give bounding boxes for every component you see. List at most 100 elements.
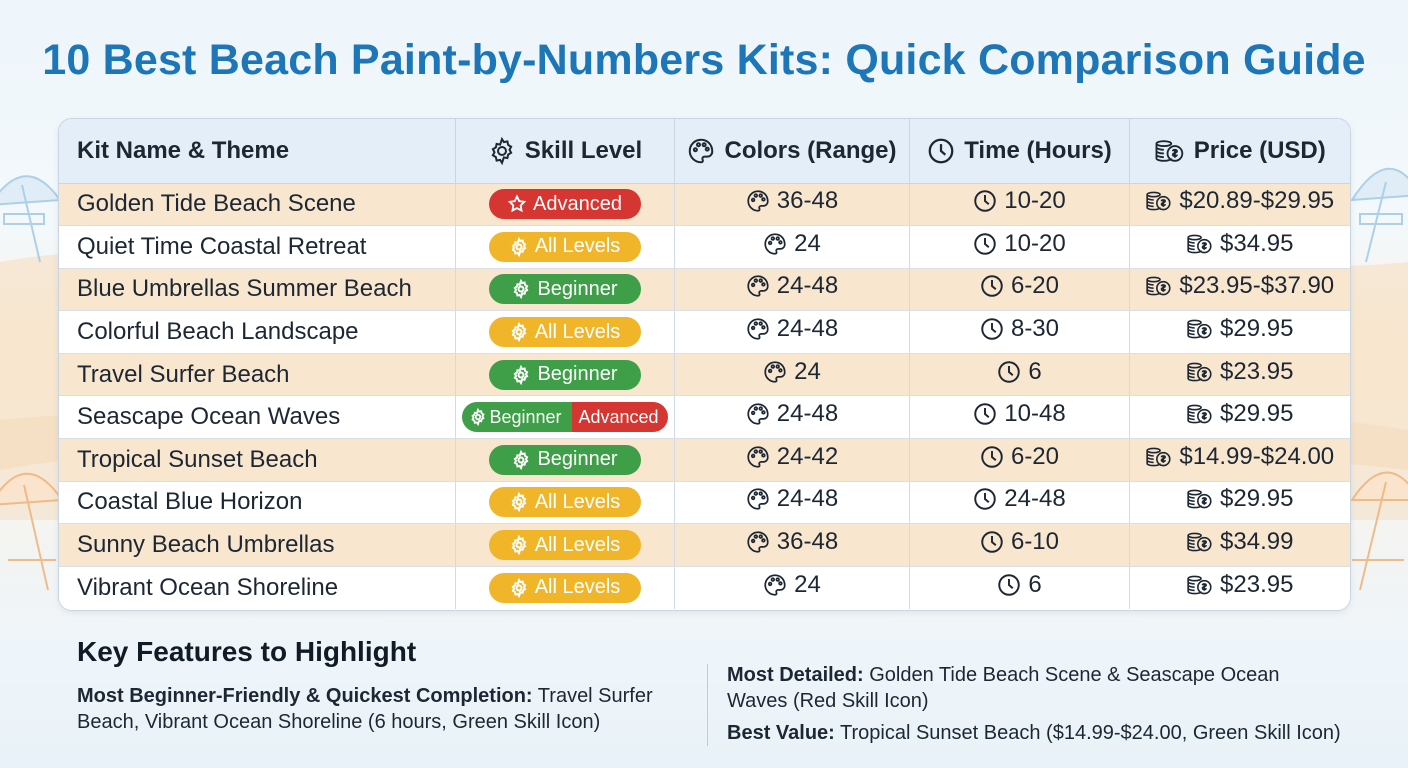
gear-icon (509, 236, 529, 257)
palette-icon (745, 486, 771, 512)
coins-icon (1145, 188, 1173, 214)
skill-badge: All Levels (488, 231, 641, 262)
gear-icon (509, 492, 529, 513)
coins-icon (1186, 316, 1214, 342)
gear-icon (511, 364, 531, 385)
time-cell: 6-20 (909, 438, 1130, 482)
time-cell: 6 (909, 566, 1130, 609)
skill-badge: Beginner (488, 274, 641, 305)
table-row: Vibrant Ocean Shoreline All Levels 24 6 $23.… (59, 566, 1350, 609)
gear-icon (469, 408, 487, 427)
page-title: 10 Best Beach Paint-by-Numbers Kits: Qui… (42, 36, 1366, 84)
palette-icon (745, 316, 771, 342)
kit-name-cell: Golden Tide Beach Scene (59, 183, 456, 227)
clock-icon (979, 444, 1005, 470)
column-header-skill-level: Skill Level (455, 119, 675, 184)
price-cell: $23.95-$37.90 (1129, 268, 1350, 312)
price-cell: $34.99 (1129, 523, 1350, 567)
time-cell: 6-20 (909, 268, 1130, 312)
colors-cell: 24 (674, 353, 910, 397)
kit-name-cell: Quiet Time Coastal Retreat (59, 225, 456, 269)
palette-icon (762, 231, 788, 257)
colors-cell: 24-48 (674, 310, 910, 354)
gear-icon (509, 322, 529, 343)
umbrella-left-bottom (0, 472, 64, 591)
time-cell: 6-10 (909, 523, 1130, 567)
gear-icon (509, 535, 529, 556)
gear-icon (509, 577, 529, 598)
skill-level-cell: All Levels (455, 566, 675, 609)
features-divider (707, 664, 708, 746)
features-title: Key Features to Highlight (77, 636, 417, 667)
skill-badge: Beginner (488, 444, 641, 475)
price-cell: $29.95 (1129, 310, 1350, 354)
price-cell: $20.89-$29.95 (1129, 183, 1350, 227)
clock-icon (972, 401, 998, 427)
palette-icon (762, 572, 788, 598)
price-cell: $29.95 (1129, 395, 1350, 440)
column-header-colors: Colors (Range) (674, 119, 910, 184)
skill-badge: All Levels (488, 572, 641, 603)
colors-cell: 24-48 (674, 481, 910, 525)
table-row: Travel Surfer Beach Beginner 24 6 $23.95 (59, 353, 1350, 397)
skill-badge: All Levels (488, 530, 641, 561)
skill-level-cell: Advanced (455, 183, 675, 227)
clock-icon (979, 529, 1005, 555)
coins-icon (1186, 572, 1214, 598)
skill-badge: Beginner (488, 359, 641, 390)
umbrella-left-top (0, 175, 62, 263)
table-row: Quiet Time Coastal Retreat All Levels 24 10… (59, 225, 1350, 269)
clock-icon (972, 188, 998, 214)
palette-icon (745, 188, 771, 214)
kit-name-cell: Blue Umbrellas Summer Beach (59, 268, 456, 312)
clock-icon (996, 572, 1022, 598)
skill-badge: All Levels (488, 487, 641, 518)
time-cell: 10-20 (909, 225, 1130, 269)
coins-icon (1186, 486, 1214, 512)
price-cell: $34.95 (1129, 225, 1350, 269)
skill-badge: All Levels (488, 317, 641, 348)
kit-name-cell: Vibrant Ocean Shoreline (59, 566, 456, 609)
kit-name-cell: Tropical Sunset Beach (59, 438, 456, 482)
clock-icon (979, 316, 1005, 342)
feature-beginner-friendly: Most Beginner-Friendly & Quickest Comple… (77, 685, 653, 733)
colors-cell: 24 (674, 566, 910, 609)
comparison-table: Kit Name & Theme Skill Level Colors (Ran… (58, 118, 1351, 611)
umbrella-right-top (1350, 167, 1408, 263)
price-cell: $14.99-$24.00 (1129, 438, 1350, 482)
clock-icon (972, 231, 998, 257)
coins-icon (1186, 401, 1214, 427)
clock-icon (926, 136, 956, 166)
skill-level-cell: Beginner (455, 268, 675, 312)
star-icon (507, 194, 527, 214)
palette-icon (745, 273, 771, 299)
table-row: Coastal Blue Horizon All Levels 24-48 24-48… (59, 481, 1350, 525)
coins-icon (1145, 444, 1173, 470)
table-header-row: Kit Name & Theme Skill Level Colors (Ran… (59, 119, 1350, 184)
column-header-price: Price (USD) (1129, 119, 1350, 184)
clock-icon (979, 273, 1005, 299)
kit-name-cell: Sunny Beach Umbrellas (59, 523, 456, 567)
time-cell: 10-48 (909, 395, 1130, 440)
coins-icon (1154, 136, 1186, 166)
table-row: Blue Umbrellas Summer Beach Beginner 24-48… (59, 268, 1350, 312)
palette-icon (686, 136, 716, 166)
clock-icon (996, 359, 1022, 385)
feature-most-detailed: Most Detailed: Golden Tide Beach Scene &… (727, 664, 1280, 712)
time-cell: 10-20 (909, 183, 1130, 227)
time-cell: 24-48 (909, 481, 1130, 525)
clock-icon (972, 486, 998, 512)
kit-name-cell: Coastal Blue Horizon (59, 481, 456, 525)
palette-icon (745, 444, 771, 470)
umbrella-right-bottom (1350, 471, 1408, 591)
gear-icon (511, 449, 531, 470)
skill-badge: Beginner Advanced (461, 402, 668, 433)
price-cell: $23.95 (1129, 566, 1350, 609)
skill-level-cell: Beginner (455, 353, 675, 397)
table-row: Golden Tide Beach Scene Advanced 36-48 10-2… (59, 183, 1350, 227)
column-header-kit-name: Kit Name & Theme (59, 119, 456, 184)
table-row: Colorful Beach Landscape All Levels 24-48 8… (59, 310, 1350, 354)
colors-cell: 24-48 (674, 268, 910, 312)
time-cell: 6 (909, 353, 1130, 397)
colors-cell: 24-42 (674, 438, 910, 482)
